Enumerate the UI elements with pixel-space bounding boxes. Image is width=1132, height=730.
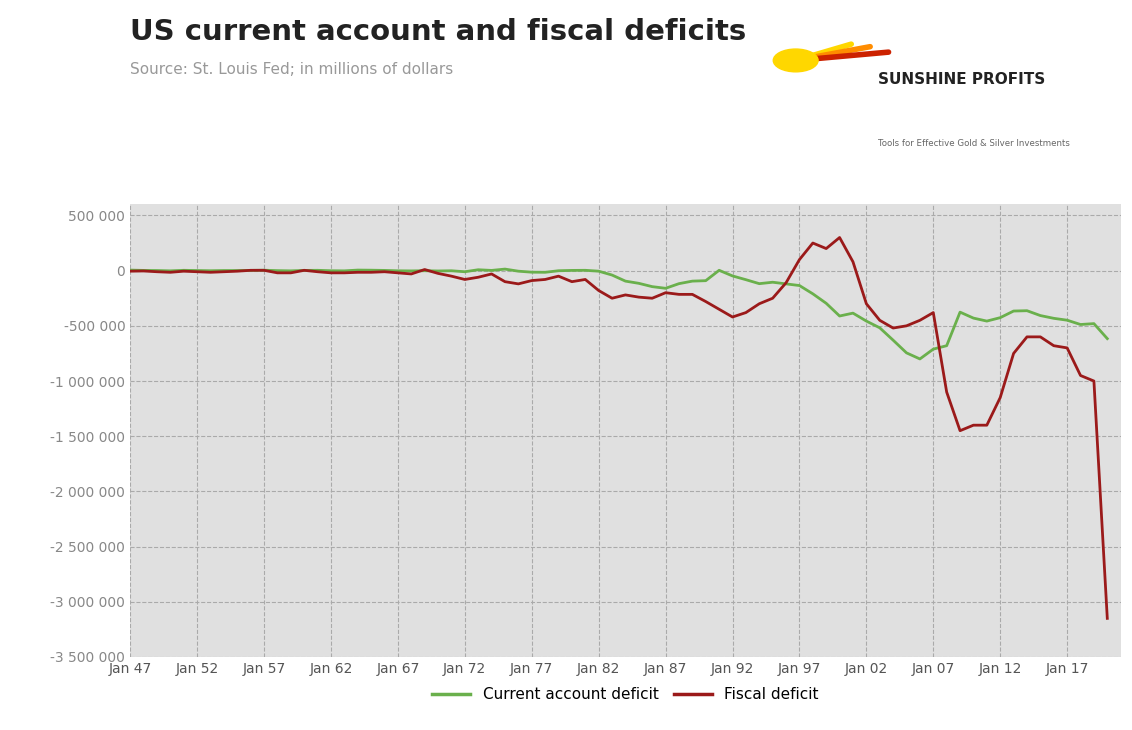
Text: Source: St. Louis Fed; in millions of dollars: Source: St. Louis Fed; in millions of do… <box>130 62 454 77</box>
Text: US current account and fiscal deficits: US current account and fiscal deficits <box>130 18 746 46</box>
Legend: Current account deficit, Fiscal deficit: Current account deficit, Fiscal deficit <box>426 681 825 708</box>
Text: SUNSHINE PROFITS: SUNSHINE PROFITS <box>878 72 1045 87</box>
Circle shape <box>773 49 818 72</box>
Text: Tools for Effective Gold & Silver Investments: Tools for Effective Gold & Silver Invest… <box>878 139 1070 148</box>
